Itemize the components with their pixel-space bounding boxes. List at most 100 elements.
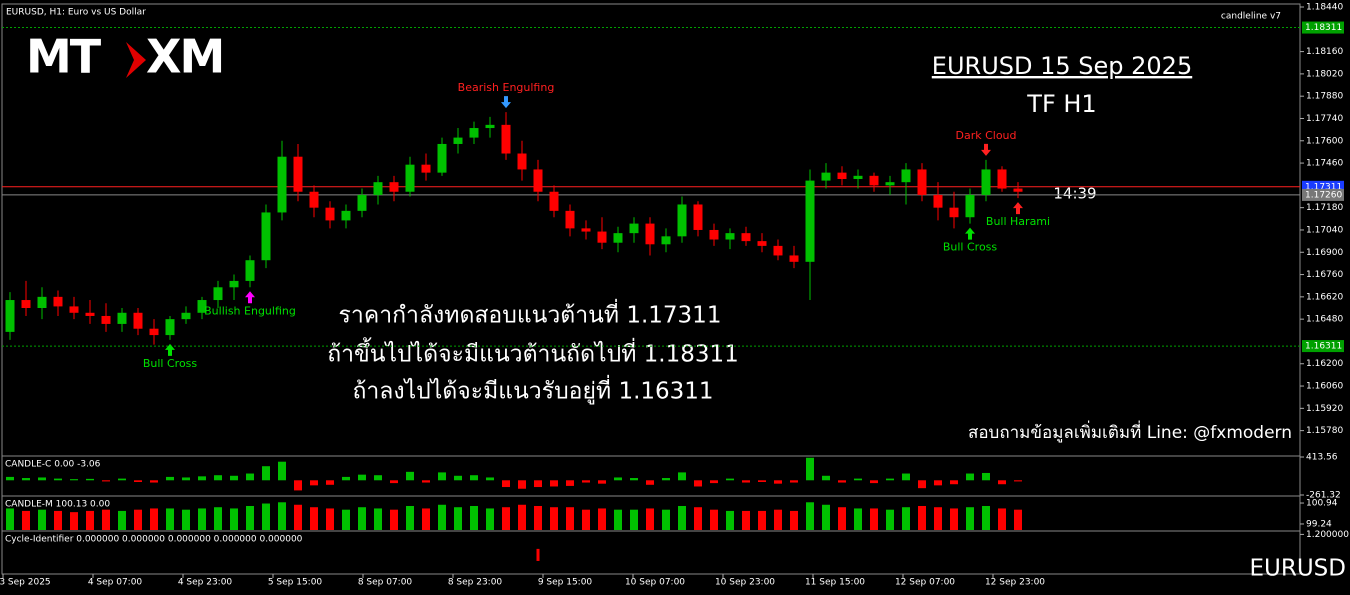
- indicator-bar: [790, 510, 798, 530]
- indicator-bar: [278, 461, 286, 481]
- annotation-label: Dark Cloud: [955, 129, 1016, 142]
- y-tick-label: 1.16200: [1306, 359, 1343, 369]
- y-tick-label: 99.24: [1306, 519, 1332, 529]
- indicator-bar: [454, 507, 462, 530]
- indicator-bar: [886, 509, 894, 530]
- watermark: EURUSD: [1250, 556, 1347, 582]
- annotation-label: Bull Harami: [986, 215, 1050, 228]
- y-tick-label: 1.17880: [1306, 92, 1343, 102]
- note: ถ้าขึ้นไปได้จะมีแนวต้านถัดไปที่ 1.18311: [327, 338, 739, 368]
- indicator-bar: [742, 510, 750, 530]
- indicator-bar: [838, 480, 846, 483]
- indicator-bar: [534, 480, 542, 488]
- indicator-bar: [726, 510, 734, 530]
- indicator-bar: [118, 510, 126, 530]
- candle-body: [373, 182, 383, 195]
- indicator-bar: [502, 507, 510, 530]
- y-tick-label: 1.18160: [1306, 47, 1343, 57]
- x-tick-label: 4 Sep 23:00: [178, 578, 233, 588]
- indicator-bar: [22, 478, 30, 481]
- indicator-bar: [774, 480, 782, 484]
- indicator-label: Cycle-Identifier 0.000000 0.000000 0.000…: [5, 535, 303, 545]
- indicator-bar: [406, 505, 414, 530]
- indicator-bar: [550, 480, 558, 487]
- indicator-bar: [294, 480, 302, 491]
- indicator-bar: [502, 480, 510, 488]
- indicator-bar: [534, 505, 542, 530]
- indicator-bar: [614, 509, 622, 530]
- indicator-bar: [966, 473, 974, 481]
- x-tick-label: 10 Sep 23:00: [715, 578, 775, 588]
- indicator-bar: [550, 507, 558, 530]
- candle-body: [853, 175, 863, 180]
- indicator-bar: [598, 480, 606, 484]
- indicator-bar: [438, 472, 446, 481]
- indicator-bar: [982, 505, 990, 530]
- x-tick-label: 9 Sep 15:00: [538, 578, 593, 588]
- indicator-bar: [662, 478, 670, 481]
- candle-body: [629, 223, 639, 234]
- indicator-bar: [86, 510, 94, 530]
- indicator-bar: [630, 509, 638, 530]
- indicator-bar: [150, 480, 158, 483]
- contact: สอบถามข้อมูลเพิ่มเติมที่ Line: @fxmodern: [968, 420, 1292, 443]
- indicator-bar: [678, 505, 686, 530]
- x-tick-label: 10 Sep 07:00: [625, 578, 685, 588]
- candle-body: [885, 182, 895, 186]
- indicator-bar: [38, 477, 46, 481]
- candle-body: [437, 143, 447, 173]
- indicator-bar: [1014, 480, 1022, 482]
- candle-body: [741, 233, 751, 242]
- indicator-bar: [358, 507, 366, 530]
- y-tick-label: 1.17460: [1306, 159, 1343, 169]
- indicator-bar: [38, 509, 46, 530]
- candle-body: [101, 315, 111, 324]
- indicator-bar: [310, 507, 318, 530]
- indicator-bar: [536, 548, 540, 561]
- candle-body: [693, 204, 703, 230]
- level-box: [1302, 21, 1344, 34]
- y-tick-label: 1.16900: [1306, 248, 1343, 258]
- indicator-bar: [662, 509, 670, 530]
- indicator-bar: [1014, 509, 1022, 530]
- indicator-bar: [486, 508, 494, 530]
- indicator-bar: [70, 479, 78, 481]
- y-tick-label: 1.17040: [1306, 225, 1343, 235]
- candle-body: [965, 194, 975, 218]
- y-tick-label: 1.17600: [1306, 136, 1343, 146]
- candle-body: [21, 300, 31, 309]
- x-tick-label: 8 Sep 23:00: [448, 578, 503, 588]
- x-tick-label: 3 Sep 2025: [0, 578, 51, 588]
- indicator-bar: [806, 502, 814, 530]
- candle-body: [293, 156, 303, 192]
- indicator-bar: [70, 512, 78, 530]
- candle-body: [805, 180, 815, 262]
- y-tick-label: 1.16760: [1306, 270, 1343, 280]
- indicator-bar: [438, 504, 446, 530]
- indicator-bar: [326, 480, 334, 485]
- indicator-bar: [678, 472, 686, 481]
- candle-body: [501, 124, 511, 154]
- x-tick-label: 8 Sep 07:00: [358, 578, 413, 588]
- indicator-bar: [262, 466, 270, 481]
- indicator-bar: [902, 473, 910, 481]
- indicator-bar: [838, 507, 846, 530]
- indicator-bar: [630, 478, 638, 481]
- chart-title: EURUSD 15 Sep 2025: [932, 52, 1192, 80]
- indicator-bar: [982, 472, 990, 481]
- candle-body: [389, 182, 399, 192]
- candle-body: [245, 260, 255, 281]
- y-tick-label: 413.56: [1306, 453, 1338, 463]
- indicator-bar: [294, 504, 302, 530]
- price-box: [1302, 188, 1344, 201]
- candle-body: [981, 169, 991, 195]
- y-tick-label: 1.17180: [1306, 203, 1343, 213]
- candle-body: [421, 164, 431, 173]
- annotation-arrow: [1013, 202, 1023, 215]
- annotation-arrow: [981, 143, 991, 156]
- candle-body: [565, 210, 575, 229]
- indicator-bar: [518, 504, 526, 530]
- candle-body: [181, 312, 191, 320]
- annotation-arrow: [501, 96, 511, 109]
- indicator-bar: [22, 510, 30, 530]
